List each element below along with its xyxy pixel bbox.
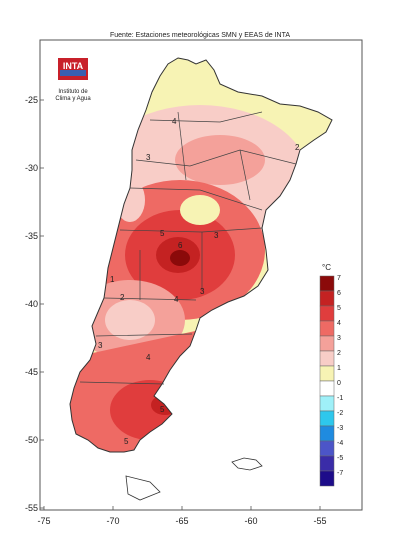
legend-swatch bbox=[319, 395, 335, 412]
legend-label: 5 bbox=[337, 305, 341, 312]
legend-label: 2 bbox=[337, 350, 341, 357]
latitude-labels: -25 -30 -35 -40 -45 -50 -55 bbox=[25, 95, 38, 513]
source-title: Fuente: Estaciones meteorológicas SMN y … bbox=[110, 32, 290, 39]
contour-label: 4 bbox=[172, 117, 177, 126]
legend-swatch bbox=[319, 290, 335, 307]
inta-logo: INTA Instituto de Clima y Agua bbox=[55, 58, 91, 102]
contour-label: 2 bbox=[120, 293, 125, 302]
contour-label: 4 bbox=[174, 295, 179, 304]
color-legend: °C 7 6 5 4 3 2 1 0 -1 -2 -3 -4 -5 -7 bbox=[319, 263, 343, 487]
lon-label: -60 bbox=[244, 516, 257, 526]
legend-swatch bbox=[319, 305, 335, 322]
legend-label: -3 bbox=[337, 425, 343, 432]
contour-label: 1 bbox=[110, 275, 115, 284]
legend-label: 4 bbox=[337, 320, 341, 327]
legend-label: 7 bbox=[337, 275, 341, 282]
legend-swatch bbox=[319, 335, 335, 352]
legend-unit: °C bbox=[322, 263, 331, 272]
lat-label: -35 bbox=[25, 231, 38, 241]
contour-label: 3 bbox=[200, 287, 205, 296]
legend-swatch bbox=[319, 320, 335, 337]
longitude-ticks bbox=[43, 506, 321, 510]
lon-label: -55 bbox=[313, 516, 326, 526]
contour-label: 4 bbox=[146, 353, 151, 362]
contour-labels: 4 2 3 5 6 3 4 3 1 2 4 5 5 3 bbox=[98, 117, 300, 446]
longitude-labels: -75 -70 -65 -60 -55 bbox=[37, 516, 326, 526]
legend-swatch bbox=[319, 410, 335, 427]
lon-label: -75 bbox=[37, 516, 50, 526]
legend-label: -4 bbox=[337, 440, 343, 447]
legend-label: 0 bbox=[337, 380, 341, 387]
legend-swatch bbox=[319, 440, 335, 457]
contour-label: 3 bbox=[98, 341, 103, 350]
legend-swatch bbox=[319, 380, 335, 397]
legend-label: -5 bbox=[337, 455, 343, 462]
province-borders bbox=[79, 111, 297, 385]
lat-label: -45 bbox=[25, 367, 38, 377]
lon-label: -65 bbox=[175, 516, 188, 526]
legend-label: -2 bbox=[337, 410, 343, 417]
legend-swatch bbox=[319, 455, 335, 472]
contour-label: 3 bbox=[146, 153, 151, 162]
contour-label: 5 bbox=[124, 437, 129, 446]
malvinas-islands bbox=[231, 457, 263, 471]
logo-line1: Instituto de bbox=[58, 89, 88, 95]
argentina-outline bbox=[69, 57, 333, 453]
contour-label: 6 bbox=[178, 241, 183, 250]
contour-label: 3 bbox=[214, 231, 219, 240]
contour-label: 5 bbox=[160, 229, 165, 238]
legend-swatch bbox=[319, 275, 335, 292]
legend-label: 1 bbox=[337, 365, 341, 372]
latitude-ticks bbox=[40, 99, 44, 509]
legend-swatch bbox=[319, 350, 335, 367]
inta-logo-stripe bbox=[60, 70, 86, 76]
contour-label: 5 bbox=[160, 405, 165, 414]
legend-label: 6 bbox=[337, 290, 341, 297]
tierra-del-fuego bbox=[125, 475, 161, 501]
lat-label: -55 bbox=[25, 503, 38, 513]
lon-label: -70 bbox=[106, 516, 119, 526]
legend-swatch bbox=[319, 470, 335, 487]
legend-label: -7 bbox=[337, 470, 343, 477]
legend-swatch bbox=[319, 365, 335, 382]
lat-label: -25 bbox=[25, 95, 38, 105]
legend-swatch bbox=[319, 425, 335, 442]
legend-label: -1 bbox=[337, 395, 343, 402]
inta-logo-text: INTA bbox=[63, 61, 84, 71]
logo-line2: Clima y Agua bbox=[55, 96, 91, 102]
contour-label: 2 bbox=[295, 143, 300, 152]
lat-label: -30 bbox=[25, 163, 38, 173]
legend-label: 3 bbox=[337, 335, 341, 342]
lat-label: -50 bbox=[25, 435, 38, 445]
lat-label: -40 bbox=[25, 299, 38, 309]
